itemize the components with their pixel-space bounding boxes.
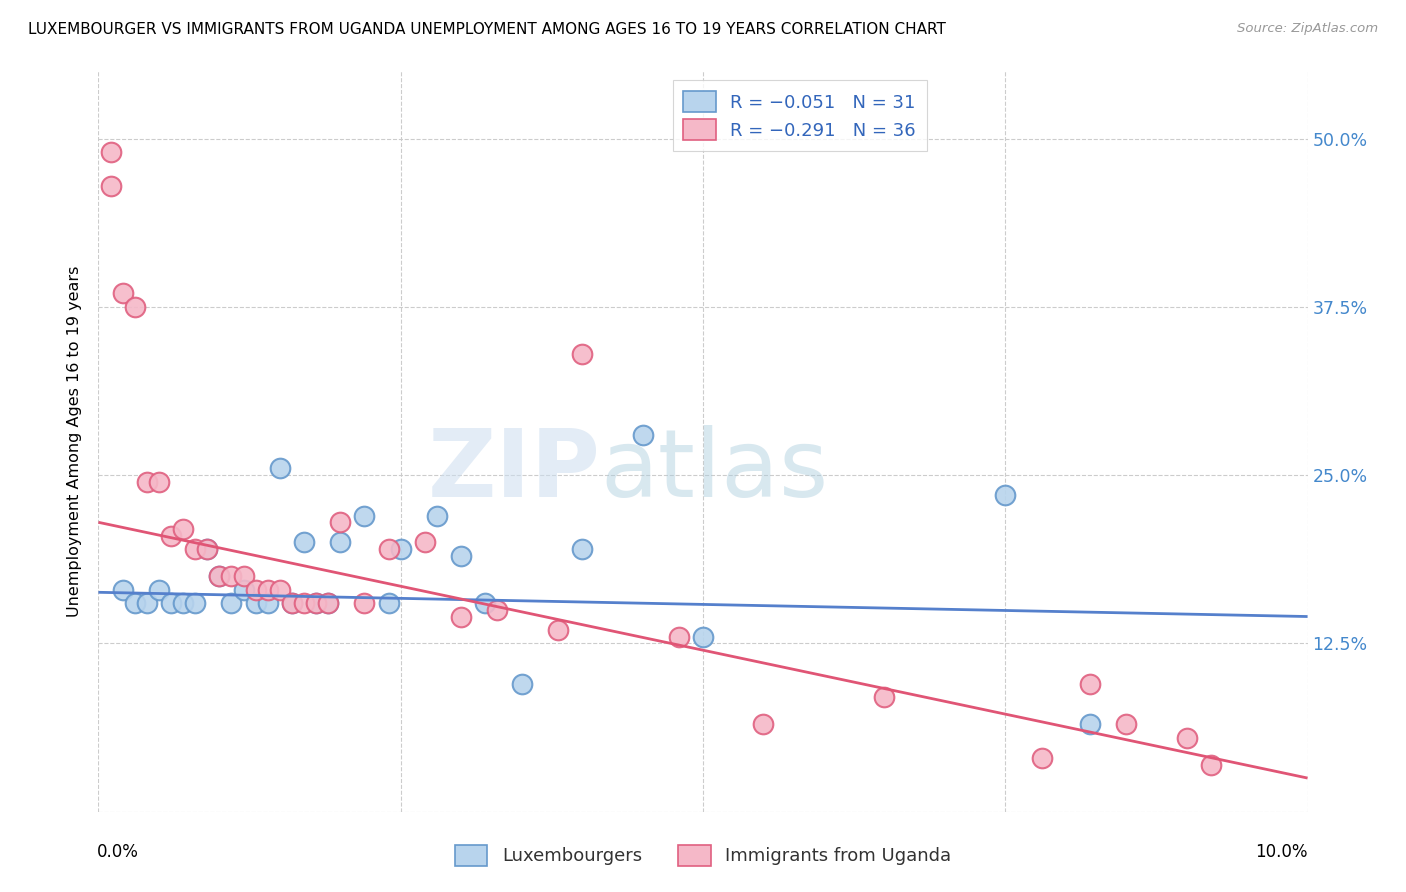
Point	[195, 542, 218, 557]
Point	[1078, 717, 1101, 731]
Point	[305, 596, 328, 610]
Point	[450, 549, 472, 563]
Text: LUXEMBOURGER VS IMMIGRANTS FROM UGANDA UNEMPLOYMENT AMONG AGES 16 TO 19 YEARS CO: LUXEMBOURGER VS IMMIGRANTS FROM UGANDA U…	[28, 22, 946, 37]
Point	[413, 535, 436, 549]
Point	[135, 475, 157, 489]
Point	[208, 569, 231, 583]
Point	[305, 596, 328, 610]
Point	[571, 347, 593, 361]
Point	[100, 178, 122, 193]
Point	[994, 488, 1017, 502]
Point	[1115, 717, 1137, 731]
Point	[269, 582, 291, 597]
Point	[389, 542, 412, 557]
Point	[148, 582, 170, 597]
Point	[256, 582, 278, 597]
Point	[377, 596, 399, 610]
Point	[184, 542, 207, 557]
Point	[281, 596, 304, 610]
Point	[124, 596, 146, 610]
Text: atlas: atlas	[600, 425, 828, 517]
Point	[486, 603, 509, 617]
Point	[329, 516, 352, 530]
Point	[232, 582, 254, 597]
Point	[1175, 731, 1198, 745]
Point	[269, 461, 291, 475]
Point	[292, 596, 315, 610]
Point	[668, 630, 690, 644]
Point	[221, 569, 243, 583]
Point	[873, 690, 896, 705]
Point	[1199, 757, 1222, 772]
Point	[547, 623, 569, 637]
Point	[281, 596, 304, 610]
Point	[510, 677, 533, 691]
Point	[172, 596, 194, 610]
Point	[232, 569, 254, 583]
Point	[100, 145, 122, 160]
Point	[353, 596, 375, 610]
Point	[316, 596, 339, 610]
Point	[135, 596, 157, 610]
Point	[631, 427, 654, 442]
Point	[353, 508, 375, 523]
Text: 0.0%: 0.0%	[97, 843, 139, 861]
Y-axis label: Unemployment Among Ages 16 to 19 years: Unemployment Among Ages 16 to 19 years	[67, 266, 83, 617]
Point	[111, 582, 134, 597]
Point	[160, 529, 183, 543]
Point	[124, 300, 146, 314]
Point	[245, 582, 267, 597]
Point	[752, 717, 775, 731]
Point	[1078, 677, 1101, 691]
Point	[474, 596, 496, 610]
Point	[172, 522, 194, 536]
Text: 10.0%: 10.0%	[1256, 843, 1308, 861]
Point	[221, 596, 243, 610]
Text: ZIP: ZIP	[427, 425, 600, 517]
Point	[256, 596, 278, 610]
Point	[426, 508, 449, 523]
Point	[184, 596, 207, 610]
Point	[208, 569, 231, 583]
Point	[245, 596, 267, 610]
Point	[450, 609, 472, 624]
Point	[329, 535, 352, 549]
Point	[160, 596, 183, 610]
Legend: Luxembourgers, Immigrants from Uganda: Luxembourgers, Immigrants from Uganda	[444, 834, 962, 877]
Point	[692, 630, 714, 644]
Point	[571, 542, 593, 557]
Text: Source: ZipAtlas.com: Source: ZipAtlas.com	[1237, 22, 1378, 36]
Point	[195, 542, 218, 557]
Point	[111, 286, 134, 301]
Point	[377, 542, 399, 557]
Point	[292, 535, 315, 549]
Point	[1031, 751, 1053, 765]
Point	[148, 475, 170, 489]
Point	[316, 596, 339, 610]
